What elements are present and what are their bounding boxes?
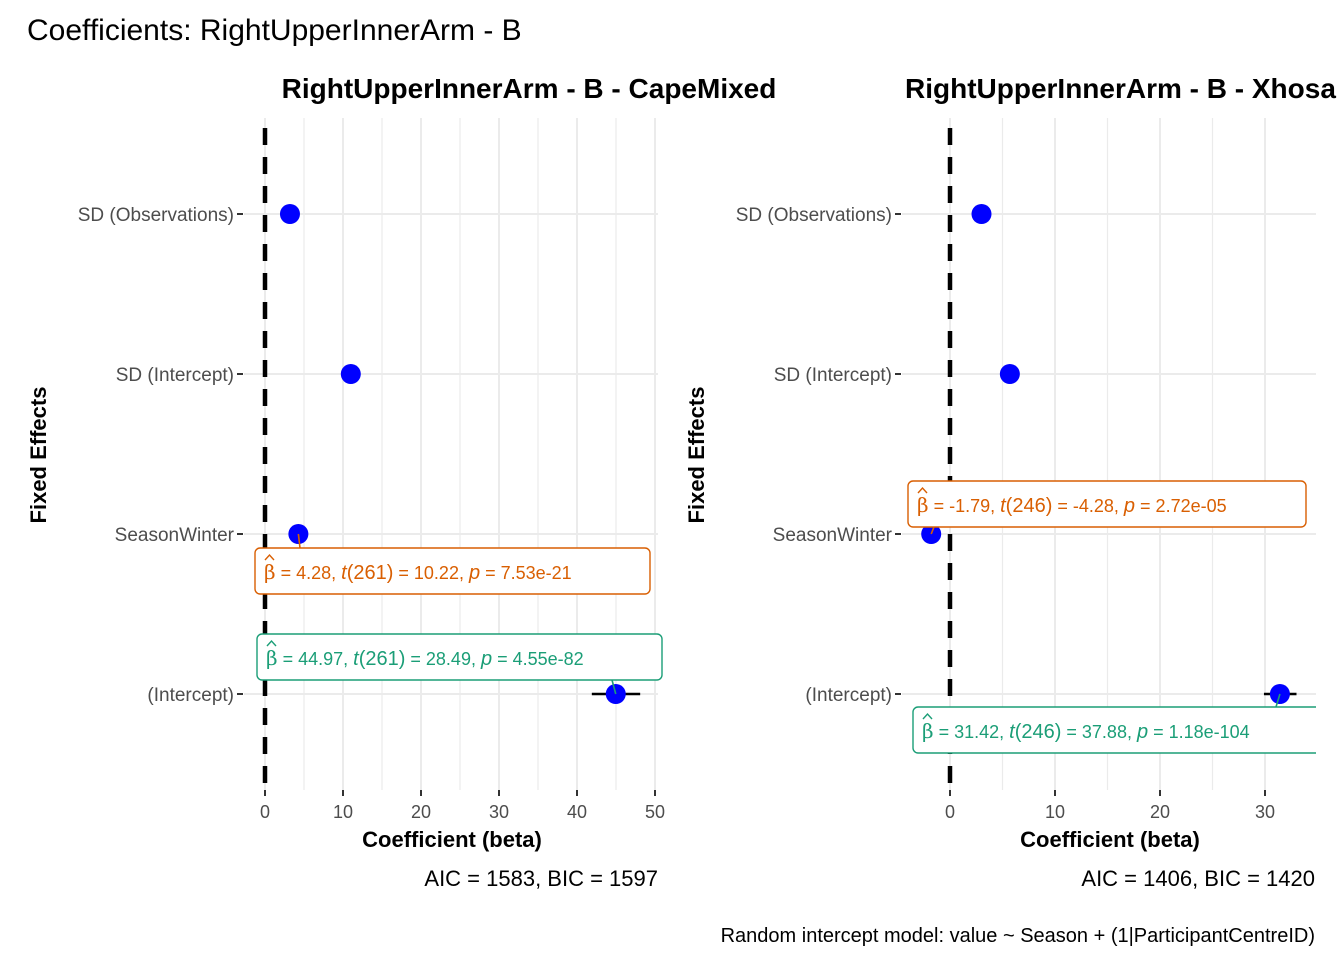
eq-part: = 1.18e-104 [1148,722,1250,742]
eq-part: = 2.72e-05 [1135,496,1227,516]
eq-part: = 44.97, [278,649,354,669]
coefficient-points [921,204,1290,704]
model-fit-caption: AIC = 1583, BIC = 1597 [424,866,658,891]
eq-part: = 10.22, [393,563,469,583]
eq-part: = 7.53e-21 [480,563,572,583]
annotation-text: β = 44.97, t(261) = 28.49, p = 4.55e-82 [266,646,584,670]
stat-annotation: β = 4.28, t(261) = 10.22, p = 7.53e-21 [254,533,651,595]
beta-symbol: β [917,493,929,517]
annotation-box [912,706,1316,754]
hat-accent [917,486,928,494]
stat-annotation: β = 31.42, t(246) = 37.88, p = 1.18e-104 [912,693,1316,754]
beta-symbol: β [266,646,278,670]
beta-symbol: β [922,719,934,743]
figure-title: Coefficients: RightUpperInnerArm - B [27,14,522,47]
df-part: (261) [347,562,394,584]
panel-title: RightUpperInnerArm - B - Xhosa [905,73,1336,104]
p-symbol: p [1136,721,1148,743]
panel-title: RightUpperInnerArm - B - CapeMixed [282,73,777,104]
annotation-leader [611,679,617,695]
annotation-leader [930,526,935,535]
x-tick-label: 10 [333,802,353,822]
t-symbol: t [341,562,348,584]
x-tick-label: 20 [1150,802,1170,822]
p-symbol: p [468,562,480,584]
df-part: (246) [1015,721,1062,743]
y-axis-label: Fixed Effects [684,387,709,524]
df-part: (261) [359,648,406,670]
y-tick-label: SD (Observations) [736,205,892,226]
hat-accent [264,553,275,561]
y-tick-label: SeasonWinter [115,525,235,546]
annotation-text: β = -1.79, t(246) = -4.28, p = 2.72e-05 [917,493,1227,517]
eq-part: = -4.28, [1052,496,1124,516]
model-formula-footer: Random intercept model: value ~ Season +… [721,925,1315,947]
hat-accent [922,712,933,720]
x-tick-labels: 0 10 20 30 40 50 [260,790,665,822]
y-axis-label: Fixed Effects [26,387,51,524]
y-tick-label: (Intercept) [805,685,892,706]
coefficient-point [279,204,300,224]
coefficient-point [999,364,1020,384]
y-tick-labels: SD (Observations) SD (Intercept) SeasonWin… [78,205,243,706]
annotation-box [256,633,663,681]
eq-part: = 31.42, [934,722,1010,742]
annotation-box [907,480,1307,528]
coefficient-point [971,204,992,224]
annotations: β = 4.28, t(261) = 10.22, p = 7.53e-21β … [254,533,663,695]
annotation-leader [297,533,301,549]
x-tick-label: 50 [645,802,665,822]
hat-accent [266,639,277,647]
y-tick-label: (Intercept) [147,685,234,706]
coefficient-points [279,204,626,704]
x-tick-label: 30 [1255,802,1275,822]
t-symbol: t [1009,721,1016,743]
model-fit-caption: AIC = 1406, BIC = 1420 [1081,866,1315,891]
t-symbol: t [1000,495,1007,517]
y-tick-label: SD (Intercept) [116,365,234,386]
confidence-intervals [925,532,1297,696]
df-part: (246) [1006,495,1053,517]
annotation-text: β = 4.28, t(261) = 10.22, p = 7.53e-21 [264,560,572,584]
annotation-text: β = 31.42, t(246) = 37.88, p = 1.18e-104 [922,719,1250,743]
eq-part: = 4.28, [276,563,342,583]
eq-part: = -1.79, [929,496,1001,516]
x-axis-label: Coefficient (beta) [362,827,542,852]
annotations: β = -1.79, t(246) = -4.28, p = 2.72e-05β… [907,480,1316,754]
y-tick-labels: SD (Observations) SD (Intercept) SeasonWin… [736,205,901,706]
x-tick-label: 30 [489,802,509,822]
y-tick-label: SD (Intercept) [774,365,892,386]
p-symbol: p [480,648,492,670]
eq-part: = 37.88, [1061,722,1137,742]
gridlines [244,118,658,790]
x-tick-label: 10 [1045,802,1065,822]
t-symbol: t [353,648,360,670]
x-tick-label: 0 [945,802,955,822]
beta-symbol: β [264,560,276,584]
p-symbol: p [1123,495,1135,517]
coefficient-point [340,364,361,384]
x-axis-label: Coefficient (beta) [1020,827,1200,852]
stat-annotation: β = -1.79, t(246) = -4.28, p = 2.72e-05 [907,480,1307,535]
annotation-leader [1275,693,1281,708]
eq-part: = 4.55e-82 [492,649,584,669]
panel-xhosa: RightUpperInnerArm - B - Xhosa β = -1.79… [684,73,1336,891]
y-tick-label: SD (Observations) [78,205,234,226]
gridlines [902,118,1316,790]
annotation-box [254,547,651,595]
x-tick-labels: 0 10 20 30 [945,790,1275,822]
y-tick-label: SeasonWinter [773,525,893,546]
x-tick-label: 40 [567,802,587,822]
eq-part: = 28.49, [405,649,481,669]
x-tick-label: 0 [260,802,270,822]
stat-annotation: β = 44.97, t(261) = 28.49, p = 4.55e-82 [256,633,663,695]
panel-capemixed: RightUpperInnerArm - B - CapeMixed β = 4… [26,73,776,891]
x-tick-label: 20 [411,802,431,822]
